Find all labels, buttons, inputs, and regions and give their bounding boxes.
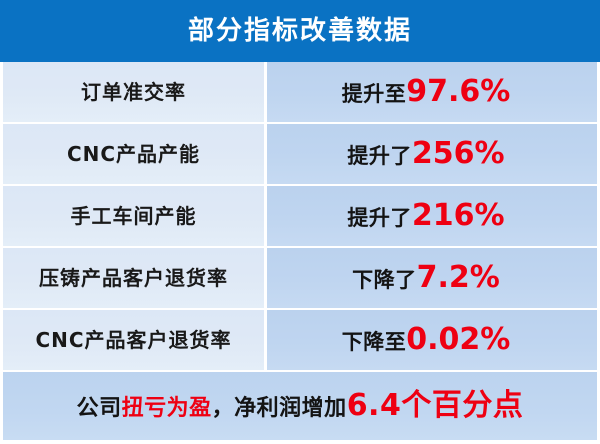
metric-label: CNC产品产能 xyxy=(66,142,201,166)
summary-part-1: 公司 xyxy=(76,396,122,421)
table-row: 订单准交率 提升至 97.6% xyxy=(0,62,600,122)
metric-value-prefix: 提升至 xyxy=(341,82,407,106)
summary-highlight-points: 6.4个百分点 xyxy=(346,388,524,423)
summary-text: 公司 扭亏为盈 ，净利润增加 6.4个百分点 xyxy=(77,391,524,421)
metric-value: 提升了 216% xyxy=(347,201,504,231)
summary-highlight-turnaround: 扭亏为盈 xyxy=(121,396,212,421)
metric-label: 手工车间产能 xyxy=(70,204,197,228)
metric-label-cell: CNC产品产能 xyxy=(0,124,264,184)
metric-value: 下降至 0.02% xyxy=(342,325,511,355)
metric-value-number: 97.6% xyxy=(406,74,511,109)
metric-value: 下降了 7.2% xyxy=(352,263,500,293)
metric-value-prefix: 下降至 xyxy=(341,330,407,354)
metric-value: 提升至 97.6% xyxy=(342,77,511,107)
metric-value-prefix: 提升了 xyxy=(347,144,412,168)
metric-value-cell: 提升了 216% xyxy=(264,186,600,246)
summary-part-3: ，净利润增加 xyxy=(211,396,347,421)
metric-value-cell: 提升至 97.6% xyxy=(264,62,600,122)
metric-value-prefix: 下降了 xyxy=(352,268,417,292)
table-row: 压铸产品客户退货率 下降了 7.2% xyxy=(0,248,600,308)
metric-value: 提升了 256% xyxy=(347,139,504,169)
metric-value-prefix: 提升了 xyxy=(347,206,412,230)
header-bar: 部分指标改善数据 xyxy=(0,0,600,62)
metric-label: 压铸产品客户退货率 xyxy=(39,266,228,290)
metric-label-cell: 压铸产品客户退货率 xyxy=(0,248,264,308)
table-row: CNC产品产能 提升了 256% xyxy=(0,124,600,184)
metric-value-number: 0.02% xyxy=(406,322,511,357)
table-row: CNC产品客户退货率 下降至 0.02% xyxy=(0,310,600,370)
metric-value-number: 256% xyxy=(411,136,505,171)
page-title: 部分指标改善数据 xyxy=(187,16,412,46)
metric-value-cell: 提升了 256% xyxy=(264,124,600,184)
metric-label-cell: CNC产品客户退货率 xyxy=(0,310,264,370)
metric-label: CNC产品客户退货率 xyxy=(35,328,232,352)
summary-row: 公司 扭亏为盈 ，净利润增加 6.4个百分点 xyxy=(0,372,600,440)
metric-label-cell: 订单准交率 xyxy=(0,62,264,122)
metric-value-cell: 下降了 7.2% xyxy=(264,248,600,308)
metric-value-number: 216% xyxy=(411,198,505,233)
metric-value-cell: 下降至 0.02% xyxy=(264,310,600,370)
metric-label: 订单准交率 xyxy=(81,80,186,104)
metrics-table: 订单准交率 提升至 97.6% CNC产品产能 提升了 256% 手工车间产能 xyxy=(0,62,600,444)
metric-value-number: 7.2% xyxy=(416,260,500,295)
table-row: 手工车间产能 提升了 216% xyxy=(0,186,600,246)
metric-label-cell: 手工车间产能 xyxy=(0,186,264,246)
